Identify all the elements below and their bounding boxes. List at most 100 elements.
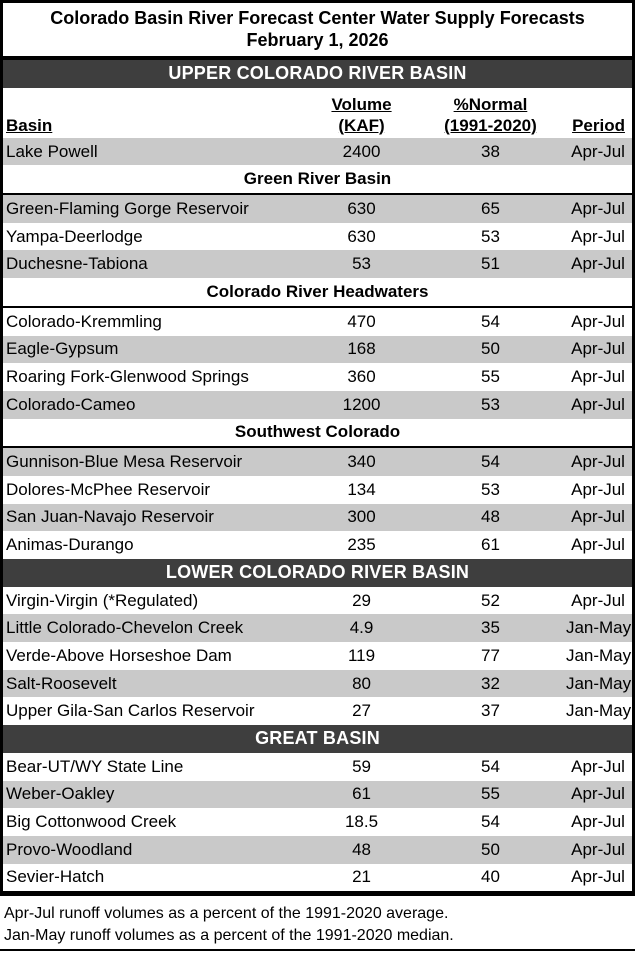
column-header-period-label: Period [572, 115, 625, 135]
basin-cell: Gunnison-Blue Mesa Reservoir [6, 452, 243, 472]
table-row: Roaring Fork-Glenwood Springs 360 55 Apr-Ju… [3, 363, 632, 391]
percent-normal-cell: 52 [481, 590, 500, 610]
volume-cell: 360 [347, 367, 376, 387]
volume-cell: 300 [347, 507, 376, 527]
percent-normal-cell: 54 [481, 756, 500, 776]
volume-cell: 168 [347, 339, 376, 359]
basin-cell: Roaring Fork-Glenwood Springs [6, 367, 249, 387]
percent-normal-cell: 32 [481, 673, 500, 693]
percent-normal-cell: 35 [481, 618, 500, 638]
volume-cell: 48 [352, 839, 371, 859]
basin-cell: Sevier-Hatch [6, 867, 105, 887]
basin-cell: Animas-Durango [6, 535, 134, 555]
table-row: Dolores-McPhee Reservoir 134 53 Apr-Jul [3, 475, 632, 504]
percent-normal-cell: 50 [481, 339, 500, 359]
basin-cell: Yampa-Deerlodge [6, 226, 143, 246]
table-row: Gunnison-Blue Mesa Reservoir 340 54 Apr-Jul [3, 448, 632, 476]
percent-normal-cell: 77 [481, 645, 500, 665]
volume-cell: 119 [347, 645, 376, 665]
basin-cell: Green-Flaming Gorge Reservoir [6, 198, 249, 218]
volume-cell: 630 [347, 226, 376, 246]
section-header: UPPER COLORADO RIVER BASIN [3, 60, 632, 88]
volume-cell: 29 [352, 590, 371, 610]
column-header-volume-line2: (KAF) [338, 115, 385, 135]
percent-normal-cell: 55 [481, 784, 500, 804]
subgroup-header: Colorado River Headwaters [3, 278, 632, 308]
basin-cell: Duchesne-Tabiona [6, 254, 148, 274]
percent-normal-cell: 38 [481, 141, 500, 161]
table-row: Colorado-Cameo 1200 53 Apr-Jul [3, 390, 632, 419]
table-row: Verde-Above Horseshoe Dam 119 77 Jan-May [3, 642, 632, 670]
volume-cell: 470 [347, 311, 376, 331]
percent-normal-cell: 50 [481, 839, 500, 859]
table-row: Duchesne-Tabiona 53 51 Apr-Jul [3, 250, 632, 279]
period-cell: Apr-Jul [571, 367, 625, 387]
table-row: Eagle-Gypsum 168 50 Apr-Jul [3, 335, 632, 364]
subgroup-header: Green River Basin [3, 165, 632, 196]
volume-cell: 59 [352, 756, 371, 776]
table-row: Lake Powell 2400 38 Apr-Jul [3, 137, 632, 166]
period-cell: Apr-Jul [571, 590, 625, 610]
table-row: Animas-Durango 235 61 Apr-Jul [3, 531, 632, 559]
table-row: Virgin-Virgin (*Regulated) 29 52 Apr-Jul [3, 586, 632, 615]
period-cell: Apr-Jul [571, 507, 625, 527]
period-cell: Apr-Jul [571, 535, 625, 555]
table-row: San Juan-Navajo Reservoir 300 48 Apr-Jul [3, 503, 632, 532]
table-sections: UPPER COLORADO RIVER BASIN Basin Volume … [3, 60, 632, 892]
report-date: February 1, 2026 [246, 30, 389, 50]
volume-cell: 21 [352, 867, 371, 887]
report-header: Colorado Basin River Forecast Center Wat… [3, 3, 632, 60]
period-cell: Apr-Jul [571, 479, 625, 499]
basin-cell: Weber-Oakley [6, 784, 115, 804]
volume-cell: 2400 [342, 141, 381, 161]
volume-cell: 630 [347, 198, 376, 218]
report-title: Colorado Basin River Forecast Center Wat… [50, 8, 585, 28]
basin-cell: Bear-UT/WY State Line [6, 756, 184, 776]
bottom-rule [0, 949, 635, 952]
column-header-basin: Basin [3, 115, 308, 136]
volume-cell: 61 [352, 784, 371, 804]
footnote-apr-jul: Apr-Jul runoff volumes as a percent of t… [4, 905, 449, 923]
column-header-row: Basin Volume (KAF) %Normal (1991-2020) P… [3, 87, 632, 138]
basin-cell: Dolores-McPhee Reservoir [6, 479, 211, 499]
column-header-normal-line2: (1991-2020) [444, 115, 537, 135]
table-row: Upper Gila-San Carlos Reservoir 27 37 Jan-M… [3, 697, 632, 726]
table-row: Weber-Oakley 61 55 Apr-Jul [3, 780, 632, 809]
volume-cell: 80 [352, 673, 371, 693]
percent-normal-cell: 55 [481, 367, 500, 387]
period-cell: Jan-May [565, 701, 632, 721]
table-row: Yampa-Deerlodge 630 53 Apr-Jul [3, 222, 632, 251]
period-cell: Apr-Jul [571, 141, 625, 161]
basin-cell: Colorado-Cameo [6, 394, 136, 414]
percent-normal-cell: 51 [481, 254, 500, 274]
period-cell: Apr-Jul [571, 756, 625, 776]
period-cell: Apr-Jul [571, 812, 625, 832]
basin-cell: San Juan-Navajo Reservoir [6, 507, 214, 527]
section-header: GREAT BASIN [3, 725, 632, 753]
volume-cell: 1200 [342, 394, 381, 414]
percent-normal-cell: 53 [481, 394, 500, 414]
column-header-period: Period [566, 115, 632, 136]
period-cell: Apr-Jul [571, 339, 625, 359]
column-header-volume: Volume (KAF) [308, 94, 415, 136]
table-row: Green-Flaming Gorge Reservoir 630 65 Apr-Ju… [3, 195, 632, 223]
percent-normal-cell: 54 [481, 812, 500, 832]
period-cell: Jan-May [565, 618, 632, 638]
volume-cell: 235 [347, 535, 376, 555]
percent-normal-cell: 65 [481, 198, 500, 218]
basin-cell: Upper Gila-San Carlos Reservoir [6, 701, 255, 721]
volume-cell: 53 [352, 254, 371, 274]
period-cell: Apr-Jul [571, 311, 625, 331]
basin-cell: Salt-Roosevelt [6, 673, 117, 693]
percent-normal-cell: 53 [481, 226, 500, 246]
column-header-normal-line1: %Normal [453, 94, 528, 114]
percent-normal-cell: 37 [481, 701, 500, 721]
percent-normal-cell: 54 [481, 452, 500, 472]
basin-cell: Virgin-Virgin (*Regulated) [6, 590, 199, 610]
table-row: Provo-Woodland 48 50 Apr-Jul [3, 835, 632, 864]
table-row: Salt-Roosevelt 80 32 Jan-May [3, 669, 632, 698]
percent-normal-cell: 53 [481, 479, 500, 499]
volume-cell: 27 [352, 701, 371, 721]
basin-cell: Big Cottonwood Creek [6, 812, 177, 832]
